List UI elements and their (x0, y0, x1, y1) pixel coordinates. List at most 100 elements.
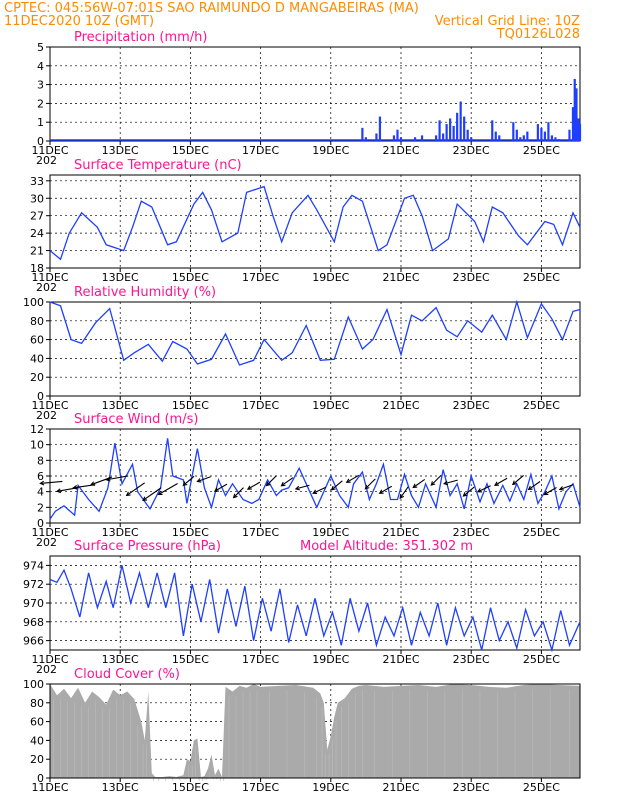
wind-arrow-head (294, 485, 300, 491)
x-tick-label: 21DEC (382, 781, 419, 794)
wind-arrow-shaft (528, 481, 541, 490)
y-tick-label: 1 (37, 116, 44, 129)
x-year-label: 202 (36, 281, 57, 294)
precip-bar (554, 137, 557, 141)
wind-arrow-shaft (266, 475, 277, 486)
wind-arrow-shaft (331, 480, 343, 491)
precip-bar (519, 137, 522, 141)
y-tick-label: 970 (23, 597, 44, 610)
x-tick-label: 19DEC (312, 781, 349, 794)
wind-arrow-shaft (430, 474, 442, 486)
x-tick-label: 11DEC (31, 144, 68, 157)
x-tick-label: 15DEC (172, 399, 209, 412)
panel-cloud: 0 20 40 60 80 100 11DEC 13DEC 15DEC 17DEC 19DEC 21D… (23, 667, 581, 794)
x-tick-label: 25DEC (523, 399, 560, 412)
x-tick-label: 17DEC (242, 399, 279, 412)
header-grid-note: Vertical Grid Line: 10Z (435, 14, 580, 29)
precip-bar (442, 133, 445, 141)
precip-bar (491, 120, 494, 141)
panel-title: Precipitation (mm/h) (74, 30, 207, 45)
cloud-cover-area (50, 684, 580, 778)
x-tick-label: 13DEC (102, 526, 139, 539)
x-tick-label: 23DEC (453, 526, 490, 539)
wind-arrow-head (246, 485, 252, 490)
x-tick-label: 17DEC (242, 653, 279, 666)
y-tick-label: 20 (30, 753, 44, 766)
precip-bar (449, 118, 452, 141)
precip-bar (568, 129, 571, 141)
wind-arrow-head (443, 480, 449, 486)
x-year-label: 202 (36, 409, 57, 422)
wind-arrow-shaft (443, 479, 458, 485)
wind-arrow-shaft (544, 487, 557, 495)
rh-line (49, 299, 581, 366)
precip-bar (522, 135, 525, 141)
precip-bar (470, 137, 473, 141)
wind-arrow-head (558, 486, 564, 491)
wind-arrow-shaft (312, 486, 327, 494)
wind-arrow-head (345, 478, 351, 483)
precip-bar (543, 131, 547, 141)
wind-arrow-shaft (126, 482, 145, 496)
wind-arrow-head (213, 487, 219, 492)
wind-arrow-shaft (158, 483, 178, 495)
wind-arrow-shaft (281, 477, 294, 487)
panel-frame (49, 174, 581, 269)
precip-bar (456, 112, 459, 141)
x-tick-label: 17DEC (242, 271, 279, 284)
y-tick-label: 8 (37, 454, 44, 467)
x-tick-label: 17DEC (242, 526, 279, 539)
x-tick-label: 13DEC (102, 144, 139, 157)
precip-bar (434, 135, 438, 141)
x-tick-label: 11DEC (31, 271, 68, 284)
wind-arrow-shaft (214, 483, 228, 492)
x-tick-label: 11DEC (31, 526, 68, 539)
precip-bar (420, 135, 424, 141)
y-tick-label: 10 (30, 439, 44, 452)
y-tick-label: 40 (30, 352, 44, 365)
x-tick-label: 13DEC (102, 271, 139, 284)
wind-arrow-head (364, 484, 370, 490)
x-tick-label: 21DEC (382, 144, 419, 157)
panel-temp: 18 21 24 27 30 33 11DEC 13DEC 15DEC 17DEC 19DEC 21D… (30, 158, 581, 294)
wind-arrow-head (378, 489, 384, 494)
wind-arrow-shaft (494, 477, 508, 486)
precip-bar (550, 135, 554, 141)
wind-arrow-shaft (346, 474, 360, 483)
precip-bar (392, 135, 396, 141)
wind-arrow-head (330, 485, 336, 491)
wind-arrow-head (430, 481, 436, 486)
panel-frame-top (49, 683, 581, 779)
y-tick-label: 0 (37, 390, 44, 403)
y-tick-label: 2 (37, 97, 44, 110)
precip-bar (526, 131, 529, 141)
y-tick-label: 5 (37, 41, 44, 54)
y-tick-label: 18 (30, 262, 44, 275)
x-tick-label: 21DEC (382, 653, 419, 666)
y-tick-label: 968 (23, 616, 44, 629)
panel-frame (49, 46, 581, 142)
wind-arrow-head (280, 481, 286, 487)
wind-arrow-head (142, 496, 148, 502)
x-tick-label: 25DEC (523, 781, 560, 794)
wind-arrow-shaft (142, 487, 162, 501)
precip-bar (515, 129, 518, 141)
x-tick-label: 17DEC (242, 781, 279, 794)
precip-bar (378, 116, 382, 141)
y-tick-label: 100 (23, 296, 44, 309)
wind-arrow-head (182, 481, 188, 487)
x-year-label: 202 (36, 663, 57, 676)
wind-arrow-head (476, 488, 482, 493)
wind-arrow-head (105, 476, 111, 482)
x-tick-label: 19DEC (312, 271, 349, 284)
x-tick-label: 11DEC (31, 781, 68, 794)
x-tick-label: 15DEC (172, 653, 209, 666)
precip-bar (364, 137, 367, 141)
x-tick-label: 13DEC (102, 653, 139, 666)
wind-arrow-shaft (559, 484, 574, 491)
wind-arrow-shaft (197, 476, 211, 483)
y-tick-label: 80 (30, 315, 44, 328)
precip-bar (375, 133, 378, 141)
wind-arrow-head (39, 480, 45, 486)
